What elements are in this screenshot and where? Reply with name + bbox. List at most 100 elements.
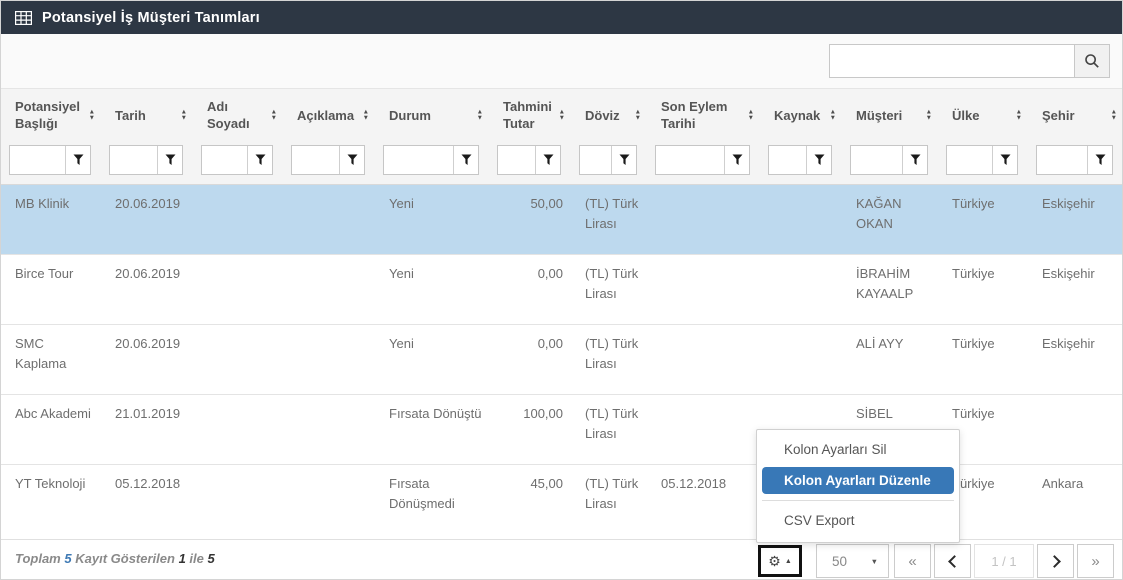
total-count: 5 bbox=[64, 551, 72, 566]
sort-arrows-icon[interactable]: ▲ ▼ bbox=[476, 108, 483, 121]
cell-sehir: Eskişehir bbox=[1028, 254, 1122, 325]
table-row-3[interactable]: SMC Kaplama 20.06.2019 Yeni 0,00 (TL) Türk L… bbox=[1, 324, 1122, 395]
cell-aciklama bbox=[283, 324, 375, 395]
column-header-adi_soyadi[interactable]: Adı Soyadı ▲ ▼ bbox=[193, 89, 283, 141]
cell-aciklama bbox=[283, 254, 375, 325]
column-label: Tarih bbox=[115, 107, 146, 123]
filter-cell-tarih bbox=[101, 141, 193, 185]
filter-input-sehir[interactable] bbox=[1037, 145, 1087, 174]
sort-arrows-icon[interactable]: ▲ ▼ bbox=[634, 108, 641, 121]
sort-arrows-icon[interactable]: ▲ ▼ bbox=[180, 108, 187, 121]
cell-son_eylem_tarihi bbox=[647, 394, 760, 465]
column-header-kaynak[interactable]: Kaynak ▲ ▼ bbox=[760, 89, 842, 141]
sort-arrows-icon[interactable]: ▲ ▼ bbox=[88, 108, 95, 121]
funnel-icon bbox=[814, 154, 824, 165]
sort-arrows-icon[interactable]: ▲ ▼ bbox=[1110, 108, 1117, 121]
filter-input-tarih[interactable] bbox=[110, 145, 157, 174]
next-page-button[interactable] bbox=[1037, 544, 1074, 578]
filter-button-aciklama[interactable] bbox=[339, 145, 364, 174]
column-header-durum[interactable]: Durum ▲ ▼ bbox=[375, 89, 489, 141]
column-header-potansiyel_basligi[interactable]: Potansiyel Başlığı ▲ ▼ bbox=[1, 89, 101, 141]
filter-button-doviz[interactable] bbox=[611, 145, 636, 174]
column-header-doviz[interactable]: Döviz ▲ ▼ bbox=[571, 89, 647, 141]
table-row-4[interactable]: Abc Akademi 21.01.2019 Fırsata Dönüştü 100,… bbox=[1, 394, 1122, 465]
menu-item-csv-export[interactable]: CSV Export bbox=[784, 513, 855, 528]
filter-input-potansiyel_basligi[interactable] bbox=[10, 145, 65, 174]
sort-arrows-icon[interactable]: ▲ ▼ bbox=[362, 108, 369, 121]
column-header-tahmini_tutar[interactable]: Tahmini Tutar ▲ ▼ bbox=[489, 89, 571, 141]
cell-tarih: 05.12.2018 bbox=[101, 464, 193, 539]
cell-tarih: 21.01.2019 bbox=[101, 394, 193, 465]
page-size-select[interactable]: 50 ▼ bbox=[816, 544, 889, 578]
column-header-ulke[interactable]: Ülke ▲ ▼ bbox=[938, 89, 1028, 141]
table-row-1[interactable]: MB Klinik 20.06.2019 Yeni 50,00 (TL) Türk Li… bbox=[1, 184, 1122, 255]
filter-cell-kaynak bbox=[760, 141, 842, 185]
cell-musteri: İBRAHİM KAYAALP bbox=[842, 254, 938, 325]
filter-cell-musteri bbox=[842, 141, 938, 185]
search-input[interactable] bbox=[830, 45, 1074, 77]
search-button[interactable] bbox=[1074, 45, 1109, 77]
pagination: « 1 / 1 » bbox=[894, 544, 1114, 578]
filter-cell-ulke bbox=[938, 141, 1028, 185]
filter-button-tarih[interactable] bbox=[157, 145, 182, 174]
filter-button-durum[interactable] bbox=[453, 145, 478, 174]
filter-input-musteri[interactable] bbox=[851, 145, 902, 174]
filter-button-tahmini_tutar[interactable] bbox=[535, 145, 560, 174]
prev-page-button[interactable] bbox=[934, 544, 971, 578]
funnel-icon bbox=[165, 154, 175, 165]
data-grid: Potansiyel Başlığı ▲ ▼ Tarih ▲ ▼ Adı Soyadı ▲ ▼ A… bbox=[1, 89, 1122, 539]
table-row-2[interactable]: Birce Tour 20.06.2019 Yeni 0,00 (TL) Türk Li… bbox=[1, 254, 1122, 325]
sort-arrows-icon[interactable]: ▲ ▼ bbox=[925, 108, 932, 121]
column-label: Döviz bbox=[585, 107, 620, 123]
filter-input-aciklama[interactable] bbox=[292, 145, 339, 174]
filter-button-musteri[interactable] bbox=[902, 145, 927, 174]
sort-arrows-icon[interactable]: ▲ ▼ bbox=[1015, 108, 1022, 121]
chevron-right-icon bbox=[1047, 554, 1061, 568]
cell-kaynak bbox=[760, 324, 842, 395]
cell-tarih: 20.06.2019 bbox=[101, 184, 193, 255]
filter-button-potansiyel_basligi[interactable] bbox=[65, 145, 90, 174]
menu-item-kolon-ayarlari-duzenle[interactable]: Kolon Ayarları Düzenle bbox=[762, 467, 954, 494]
funnel-icon bbox=[1000, 154, 1010, 165]
column-header-sehir[interactable]: Şehir ▲ ▼ bbox=[1028, 89, 1122, 141]
filter-input-tahmini_tutar[interactable] bbox=[498, 145, 535, 174]
filter-input-doviz[interactable] bbox=[580, 145, 611, 174]
sort-arrows-icon[interactable]: ▲ ▼ bbox=[747, 108, 754, 121]
filter-button-sehir[interactable] bbox=[1087, 145, 1112, 174]
funnel-icon bbox=[1095, 154, 1105, 165]
filter-button-son_eylem_tarihi[interactable] bbox=[724, 145, 749, 174]
filter-input-durum[interactable] bbox=[384, 145, 453, 174]
first-page-button[interactable]: « bbox=[894, 544, 931, 578]
filter-button-adi_soyadi[interactable] bbox=[247, 145, 272, 174]
sort-arrows-icon[interactable]: ▲ ▼ bbox=[829, 108, 836, 121]
filter-input-adi_soyadi[interactable] bbox=[202, 145, 247, 174]
filter-input-kaynak[interactable] bbox=[769, 145, 806, 174]
settings-gear-button[interactable]: ⚙ ▲ bbox=[758, 545, 802, 577]
column-label: Ülke bbox=[952, 107, 980, 123]
sort-arrows-icon[interactable]: ▲ ▼ bbox=[558, 108, 565, 121]
page-indicator: 1 / 1 bbox=[974, 544, 1034, 578]
cell-sehir: Eskişehir bbox=[1028, 184, 1122, 255]
toolbar bbox=[1, 34, 1122, 89]
column-label: Şehir bbox=[1042, 107, 1075, 123]
table-grid-icon bbox=[15, 10, 32, 25]
cell-tahmini_tutar: 45,00 bbox=[489, 464, 571, 539]
cell-tarih: 20.06.2019 bbox=[101, 324, 193, 395]
filter-input-ulke[interactable] bbox=[947, 145, 992, 174]
filter-cell-son_eylem_tarihi bbox=[647, 141, 760, 185]
cell-ulke: Türkiye bbox=[938, 184, 1028, 255]
menu-item-kolon-ayarlari-sil[interactable]: Kolon Ayarları Sil bbox=[784, 442, 887, 457]
column-header-musteri[interactable]: Müşteri ▲ ▼ bbox=[842, 89, 938, 141]
column-header-aciklama[interactable]: Açıklama ▲ ▼ bbox=[283, 89, 375, 141]
column-label: Açıklama bbox=[297, 107, 355, 123]
column-header-tarih[interactable]: Tarih ▲ ▼ bbox=[101, 89, 193, 141]
filter-button-kaynak[interactable] bbox=[806, 145, 831, 174]
filter-button-ulke[interactable] bbox=[992, 145, 1017, 174]
cell-musteri: KAĞAN OKAN bbox=[842, 184, 938, 255]
filter-input-son_eylem_tarihi[interactable] bbox=[656, 145, 724, 174]
cell-kaynak bbox=[760, 184, 842, 255]
cell-doviz: (TL) Türk Lirası bbox=[571, 184, 647, 255]
sort-arrows-icon[interactable]: ▲ ▼ bbox=[270, 108, 277, 121]
last-page-button[interactable]: » bbox=[1077, 544, 1114, 578]
column-header-son_eylem_tarihi[interactable]: Son Eylem Tarihi ▲ ▼ bbox=[647, 89, 760, 141]
